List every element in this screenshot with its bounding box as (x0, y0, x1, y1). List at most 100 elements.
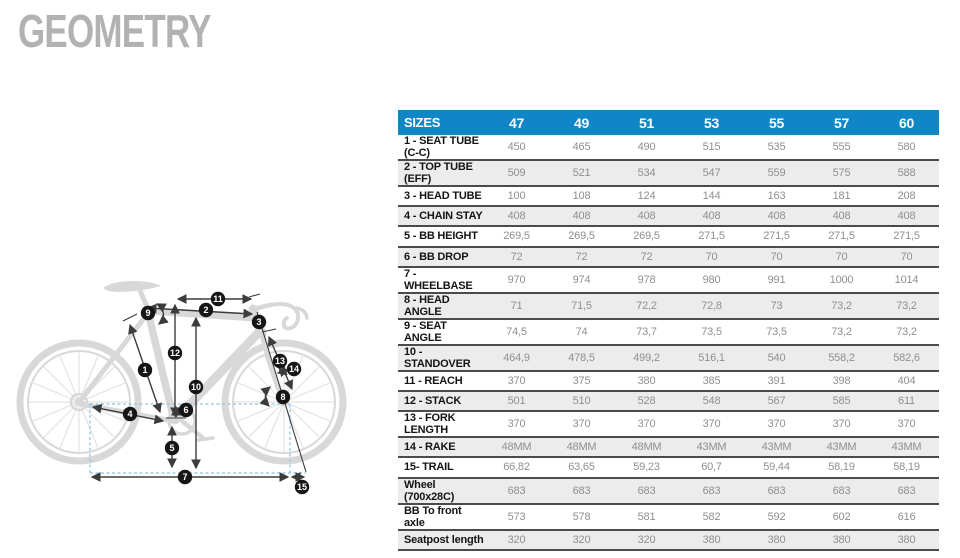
diagram-marker: 1 (137, 362, 153, 378)
svg-text:7: 7 (182, 472, 187, 482)
saddle (103, 281, 161, 292)
spec-value-cell: 558,2 (809, 344, 874, 372)
spec-value-cell: 478,5 (549, 344, 614, 372)
spec-value-cell: 380 (679, 529, 744, 551)
svg-text:13: 13 (275, 356, 285, 366)
diagram-marker: 8 (275, 389, 291, 405)
spec-value-cell: 269,5 (549, 226, 614, 248)
spec-value-cell: 450 (484, 135, 549, 161)
spec-value-cell: 683 (614, 477, 679, 505)
spec-value-cell: 370 (874, 411, 939, 439)
spec-value-cell: 71,5 (549, 292, 614, 320)
geometry-table-header: SIZES 47 49 51 53 55 57 60 (398, 110, 939, 135)
spec-value-cell: 73 (744, 292, 809, 320)
spec-value-cell: 559 (744, 160, 809, 187)
svg-text:12: 12 (170, 348, 180, 358)
spec-value-cell: 548 (679, 390, 744, 413)
spec-value-cell: 588 (874, 160, 939, 187)
table-row: 14 - RAKE 48MM 48MM 48MM 43MM 43MM 43MM 43MM (398, 437, 939, 459)
diagram-marker: 2 (198, 302, 214, 318)
spec-label-cell: 13 - FORK LENGTH (398, 411, 484, 439)
spec-value-cell: 71 (484, 292, 549, 320)
spec-value-cell: 74 (549, 318, 614, 346)
spec-value-cell: 370 (549, 411, 614, 439)
spec-value-cell: 501 (484, 390, 549, 413)
spec-value-cell: 404 (874, 370, 939, 392)
spec-label-cell: 3 - HEAD TUBE (398, 186, 484, 208)
spec-value-cell: 108 (549, 186, 614, 208)
svg-text:15: 15 (297, 482, 307, 492)
spec-label-cell: 8 - HEAD ANGLE (398, 292, 484, 320)
spec-value-cell: 73,7 (614, 318, 679, 346)
spec-value-cell: 58,19 (809, 457, 874, 479)
table-row: 6 - BB DROP 72 72 72 70 70 70 70 (398, 246, 939, 268)
spec-value-cell: 58,19 (874, 457, 939, 479)
table-row: 11 - REACH 370 375 380 385 391 398 404 (398, 370, 939, 392)
spec-value-cell: 271,5 (679, 226, 744, 248)
spec-value-cell: 683 (484, 477, 549, 505)
spec-value-cell: 1014 (874, 266, 939, 294)
diagram-marker: 9 (140, 305, 156, 321)
spec-label-cell: 9 - SEAT ANGLE (398, 318, 484, 346)
svg-text:8: 8 (280, 392, 285, 402)
spec-value-cell: 980 (679, 266, 744, 294)
spec-value-cell: 100 (484, 186, 549, 208)
diagram-marker: 14 (286, 361, 302, 377)
svg-text:4: 4 (127, 409, 132, 419)
svg-text:5: 5 (169, 443, 174, 453)
spec-value-cell: 208 (874, 186, 939, 208)
spec-label-cell: 2 - TOP TUBE (EFF) (398, 160, 484, 187)
table-row: 8 - HEAD ANGLE 71 71,5 72,2 72,8 73 73,2 73,2 (398, 292, 939, 320)
spec-value-cell: 73,5 (744, 318, 809, 346)
spec-value-cell: 521 (549, 160, 614, 187)
spec-value-cell: 974 (549, 266, 614, 294)
spec-value-cell: 616 (874, 503, 939, 531)
table-row: BB To front axle 573 578 581 582 592 602 616 (398, 503, 939, 531)
spec-value-cell: 370 (679, 411, 744, 439)
spec-value-cell: 70 (744, 246, 809, 268)
spec-value-cell: 580 (874, 135, 939, 161)
geometry-table: SIZES 47 49 51 53 55 57 60 1 - SEAT TUBE (C-C) 4… (398, 110, 939, 551)
spec-value-cell: 602 (809, 503, 874, 531)
svg-text:9: 9 (145, 308, 150, 318)
spec-value-cell: 48MM (549, 437, 614, 459)
spec-value-cell: 380 (614, 370, 679, 392)
spec-value-cell: 611 (874, 390, 939, 413)
spec-value-cell: 60,7 (679, 457, 744, 479)
spec-value-cell: 499,2 (614, 344, 679, 372)
spec-value-cell: 380 (744, 529, 809, 551)
spec-value-cell: 515 (679, 135, 744, 161)
diagram-marker: 12 (167, 345, 183, 361)
spec-value-cell: 528 (614, 390, 679, 413)
spec-label-cell: 7 - WHEELBASE (398, 266, 484, 294)
spec-value-cell: 73,2 (874, 292, 939, 320)
diagram-marker: 5 (164, 440, 180, 456)
seat-angle-arc (155, 303, 169, 325)
spec-value-cell: 59,23 (614, 457, 679, 479)
spec-value-cell: 269,5 (614, 226, 679, 248)
spec-value-cell: 271,5 (744, 226, 809, 248)
table-row: 13 - FORK LENGTH 370 370 370 370 370 370 370 (398, 411, 939, 439)
diagram-marker: 13 (272, 353, 288, 369)
spec-value-cell: 43MM (874, 437, 939, 459)
svg-text:6: 6 (183, 405, 188, 415)
spec-label-cell: 5 - BB HEIGHT (398, 226, 484, 248)
spec-value-cell: 320 (614, 529, 679, 551)
spec-value-cell: 370 (484, 411, 549, 439)
spec-value-cell: 320 (484, 529, 549, 551)
spec-value-cell: 1000 (809, 266, 874, 294)
size-column-header: 60 (874, 110, 939, 135)
spec-value-cell: 320 (549, 529, 614, 551)
spec-label-cell: Seatpost length (398, 529, 484, 551)
spec-value-cell: 582,6 (874, 344, 939, 372)
spec-value-cell: 70 (679, 246, 744, 268)
spec-value-cell: 575 (809, 160, 874, 187)
spec-value-cell: 70 (809, 246, 874, 268)
spec-value-cell: 380 (874, 529, 939, 551)
table-row: 2 - TOP TUBE (EFF) 509 521 534 547 559 575 588 (398, 160, 939, 187)
spec-value-cell: 59,44 (744, 457, 809, 479)
spec-value-cell: 144 (679, 186, 744, 208)
spec-value-cell: 375 (549, 370, 614, 392)
spec-value-cell: 271,5 (809, 226, 874, 248)
